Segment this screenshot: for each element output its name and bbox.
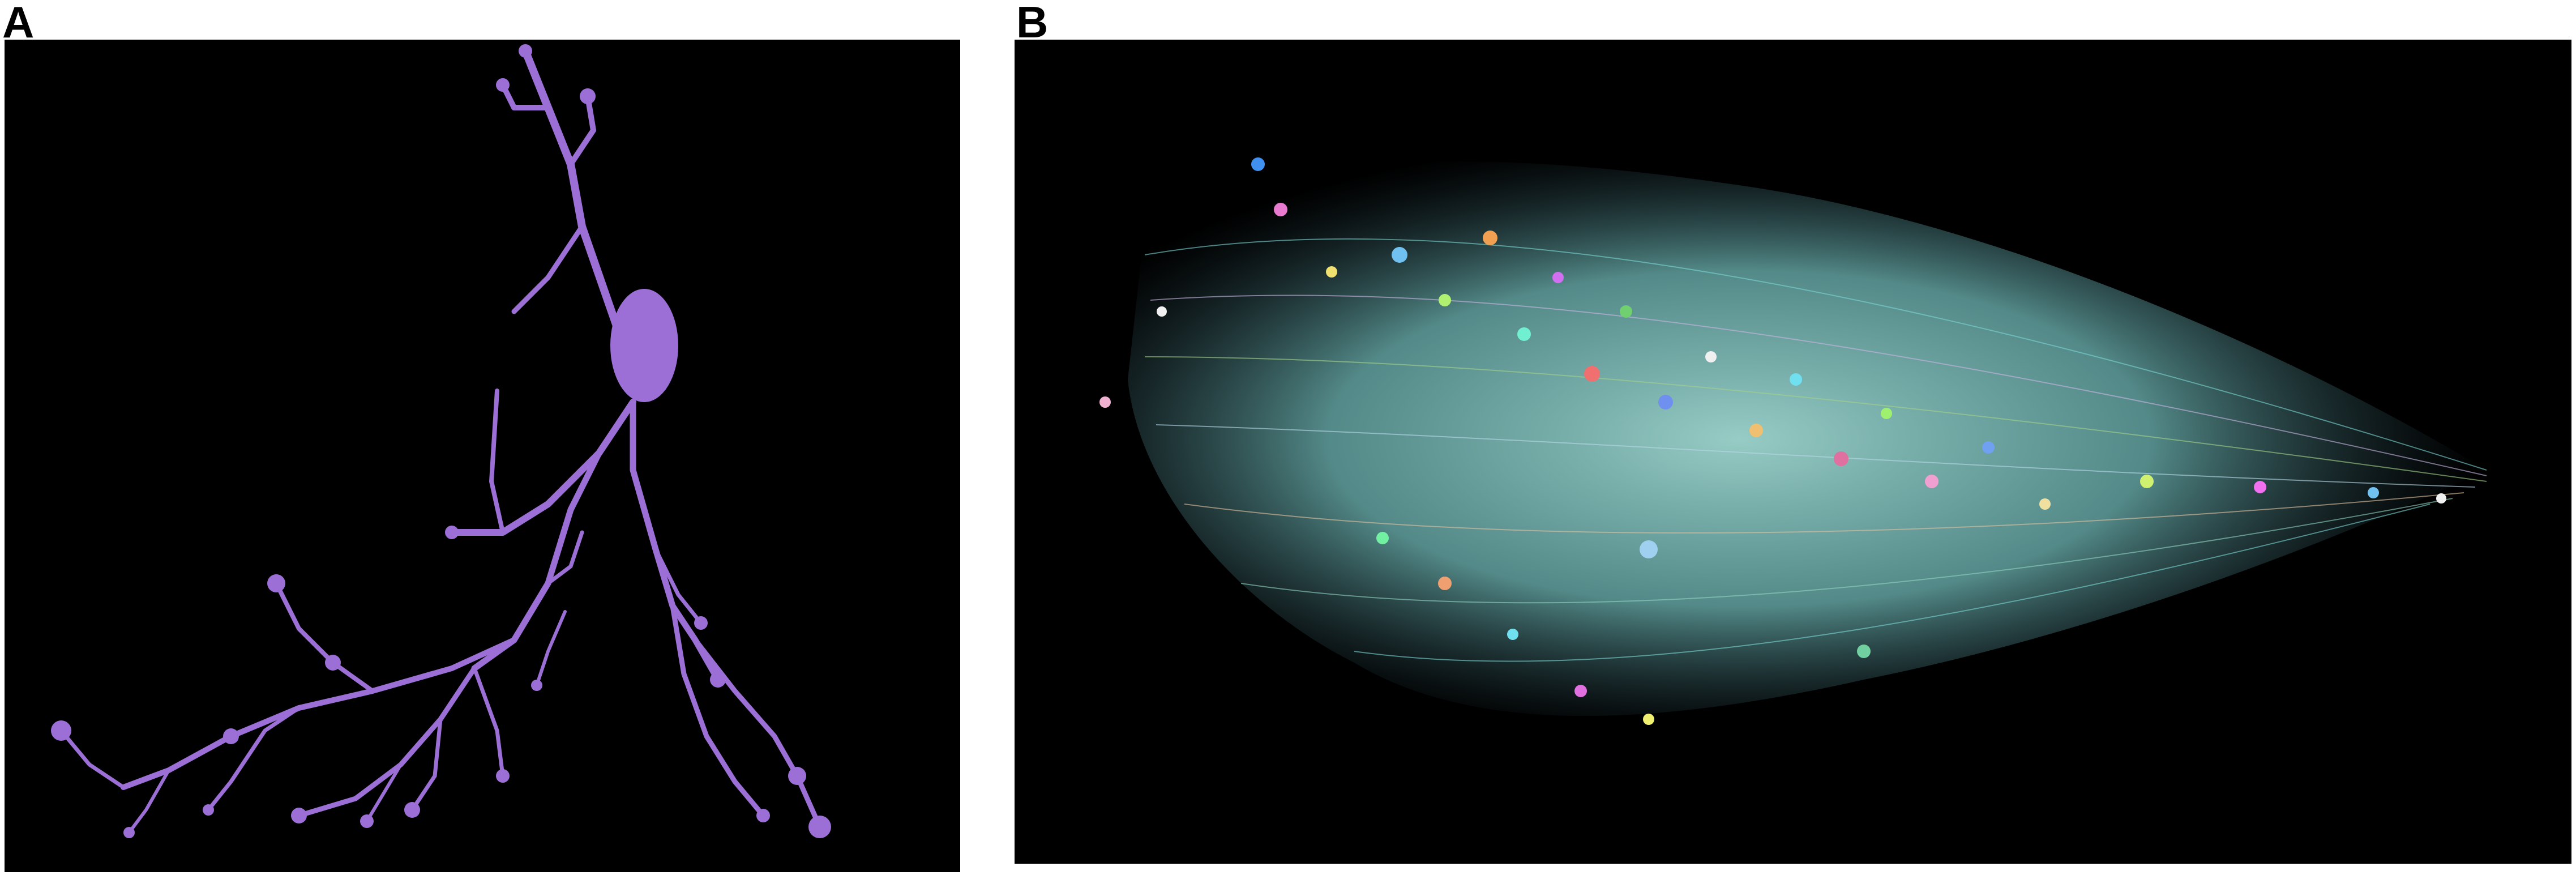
panel-label-a: A xyxy=(2,0,35,47)
fiber-tracts-drawing xyxy=(1099,157,2487,725)
panel-label-b: B xyxy=(1016,0,1049,47)
neuron-soma xyxy=(610,289,678,402)
neuron-reconstruction-image xyxy=(5,40,960,872)
fiber-tract-rendering-image xyxy=(1015,40,2571,864)
neuron-drawing xyxy=(51,44,831,838)
